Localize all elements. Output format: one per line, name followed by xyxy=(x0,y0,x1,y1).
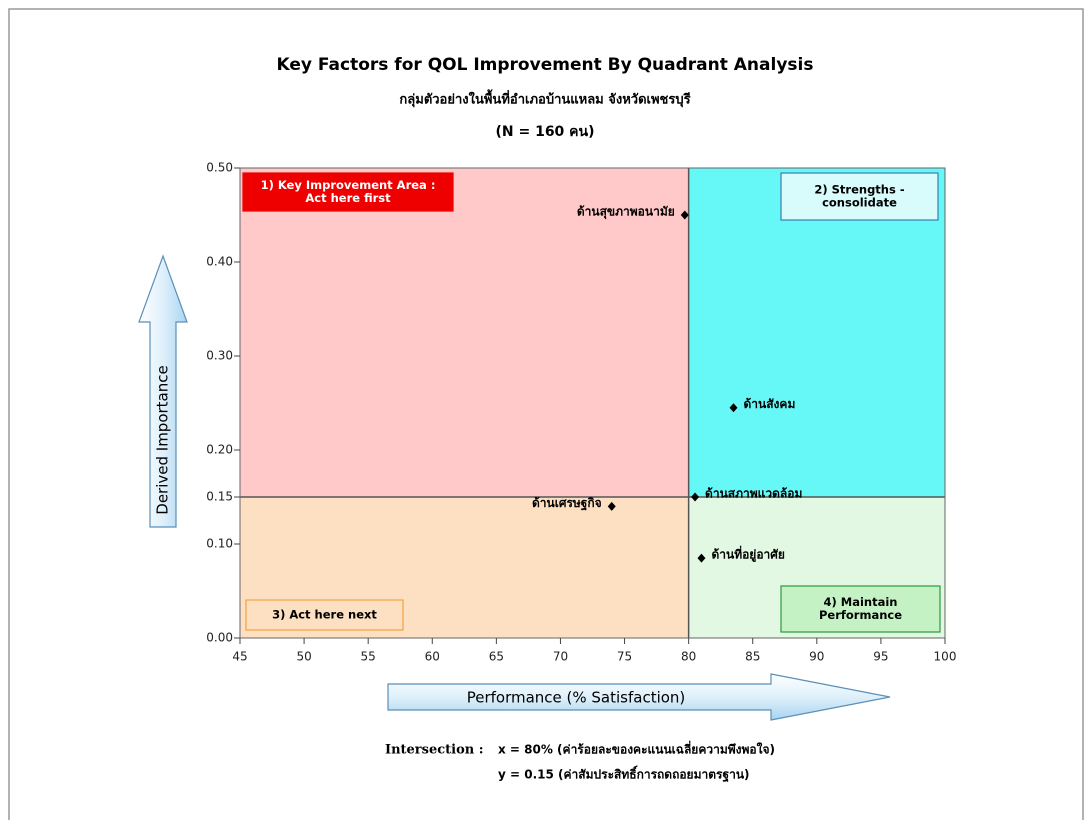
chart-subtitle: กลุ่มตัวอย่างในพื้นที่อำเภอบ้านแหลม จังห… xyxy=(399,89,690,108)
quadrant-label-box xyxy=(245,599,404,631)
point-label: ด้านสังคม xyxy=(744,397,796,411)
quadrant-label-box xyxy=(780,172,939,221)
quadrant-label: 4) Maintain xyxy=(824,595,898,609)
point xyxy=(680,210,689,220)
x-tick-label: 100 xyxy=(934,650,957,664)
annotation-line: y = 0.15 (ค่าสัมประสิทธิ์การถดถอยมาตรฐาน… xyxy=(498,766,750,783)
x-tick-label: 50 xyxy=(296,650,311,664)
quadrant-label: consolidate xyxy=(822,196,897,210)
y-tick-label: 0.30 xyxy=(206,349,233,363)
y-tick-label: 0.00 xyxy=(206,631,233,645)
quadrant xyxy=(240,168,689,497)
point-label: ด้านสุขภาพอนามัย xyxy=(577,205,675,220)
quadrant-label: 2) Strengths - xyxy=(814,183,904,197)
y-tick-label: 0.40 xyxy=(206,255,233,269)
quadrant-label: Performance xyxy=(819,608,902,622)
annotation-line: x = 80% (ค่าร้อยละของคะแนนเฉลี่ยความพึงพ… xyxy=(498,741,775,757)
chart-subtitle: (N = 160 คน) xyxy=(495,124,594,140)
x-tick-label: 80 xyxy=(681,650,696,664)
y-tick-label: 0.50 xyxy=(206,161,233,175)
point xyxy=(691,492,700,502)
point xyxy=(729,403,738,413)
x-tick-label: 45 xyxy=(232,650,247,664)
x-tick-label: 70 xyxy=(553,650,568,664)
y-tick-label: 0.15 xyxy=(206,490,233,504)
quadrant-label: 3) Act here next xyxy=(272,608,377,622)
x-tick-label: 65 xyxy=(489,650,504,664)
y-arrow xyxy=(138,254,188,528)
x-tick-label: 55 xyxy=(361,650,376,664)
quadrant-label-box xyxy=(780,585,941,633)
y-tick-label: 0.20 xyxy=(206,443,233,457)
quadrant xyxy=(688,168,945,497)
quadrant-label: Act here first xyxy=(305,191,391,205)
plot-area: 1) Key Improvement Area :Act here first 2… xyxy=(206,161,956,664)
chart-title: Key Factors for QOL Improvement By Quadr… xyxy=(277,55,814,75)
y-tick-label: 0.10 xyxy=(206,537,233,551)
point-label: ด้านเศรษฐกิจ xyxy=(532,496,602,511)
plot-border xyxy=(239,167,946,639)
x-tick-label: 85 xyxy=(745,650,760,664)
x-tick-label: 95 xyxy=(873,650,888,664)
annotation-label: Intersection : xyxy=(385,743,484,758)
quadrant-label-box xyxy=(242,172,454,212)
x-axis-label: Performance (% Satisfaction) xyxy=(467,689,686,707)
x-tick-label: 75 xyxy=(617,650,632,664)
point-label: ด้านสภาพแวดล้อม xyxy=(705,487,802,501)
point-label: ด้านที่อยู่อาศัย xyxy=(711,546,784,563)
x-tick-label: 90 xyxy=(809,650,824,664)
x-arrow xyxy=(387,673,891,721)
quadrant-label: 1) Key Improvement Area : xyxy=(261,178,436,192)
point xyxy=(697,553,706,563)
x-tick-label: 60 xyxy=(425,650,440,664)
frame xyxy=(8,8,1084,820)
point xyxy=(607,501,616,511)
y-axis-label: Derived Importance xyxy=(154,365,172,514)
